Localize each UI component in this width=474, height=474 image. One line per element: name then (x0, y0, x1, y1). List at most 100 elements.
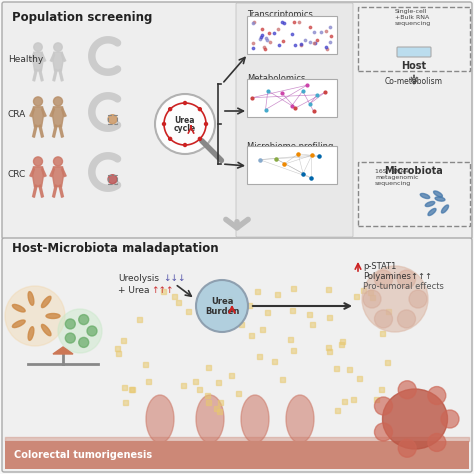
Bar (197, 387, 201, 392)
Ellipse shape (434, 191, 442, 197)
Bar (310, 322, 315, 327)
Text: Urea: Urea (175, 116, 195, 125)
FancyBboxPatch shape (236, 3, 353, 237)
Bar (206, 401, 211, 405)
Bar (161, 289, 165, 293)
Bar (334, 366, 338, 371)
Polygon shape (53, 347, 73, 354)
Text: Urea: Urea (211, 298, 233, 307)
FancyBboxPatch shape (2, 238, 472, 472)
Point (248, 94, 256, 101)
Circle shape (108, 115, 117, 124)
Polygon shape (42, 168, 46, 177)
Point (261, 44, 268, 51)
Point (249, 19, 257, 27)
Polygon shape (53, 185, 57, 197)
Bar (291, 286, 296, 291)
Bar (291, 348, 296, 353)
Ellipse shape (383, 389, 447, 449)
Circle shape (108, 175, 117, 184)
Polygon shape (50, 53, 55, 62)
Bar (351, 397, 356, 402)
Polygon shape (33, 125, 37, 137)
Point (290, 18, 298, 26)
Point (280, 161, 287, 168)
Polygon shape (42, 108, 46, 117)
Bar (237, 391, 241, 396)
Circle shape (163, 122, 165, 126)
Point (288, 30, 295, 38)
Text: Pro-tumoral effects: Pro-tumoral effects (363, 282, 444, 291)
Text: 16S rRNA+
metagenomic
sequencing: 16S rRNA+ metagenomic sequencing (375, 169, 419, 186)
Polygon shape (59, 69, 63, 81)
Text: CRA: CRA (8, 109, 26, 118)
Circle shape (374, 270, 392, 288)
Circle shape (363, 290, 381, 308)
Bar (385, 360, 390, 365)
Point (323, 45, 331, 53)
Point (327, 32, 335, 40)
Bar (379, 387, 384, 392)
Circle shape (441, 410, 459, 428)
Bar (108, 175, 117, 184)
Circle shape (54, 157, 63, 166)
FancyArrowPatch shape (226, 219, 248, 228)
FancyBboxPatch shape (247, 16, 337, 54)
Point (310, 108, 318, 115)
Text: Microbiome profiling: Microbiome profiling (247, 142, 333, 151)
Bar (256, 354, 262, 359)
Point (297, 41, 305, 49)
Bar (239, 322, 245, 327)
Bar (206, 365, 211, 370)
Bar (249, 333, 255, 338)
Bar (339, 342, 344, 346)
Text: Ureolysis: Ureolysis (118, 274, 159, 283)
Circle shape (79, 315, 89, 325)
Point (256, 35, 264, 42)
Ellipse shape (428, 209, 436, 216)
Point (313, 91, 321, 99)
Point (274, 25, 282, 32)
Circle shape (428, 433, 446, 451)
Bar (146, 379, 151, 384)
Point (279, 37, 287, 45)
Point (272, 155, 280, 163)
Bar (280, 377, 285, 382)
Bar (123, 400, 128, 405)
Point (322, 27, 330, 35)
Circle shape (398, 310, 416, 328)
Circle shape (34, 157, 43, 166)
Text: Microbiota: Microbiota (384, 166, 443, 176)
Bar (342, 399, 347, 404)
Point (313, 36, 320, 44)
Text: + Urea: + Urea (118, 286, 149, 295)
Polygon shape (33, 185, 37, 197)
Ellipse shape (286, 395, 314, 443)
Point (306, 100, 313, 108)
Point (322, 43, 329, 50)
Text: Co-metabolism: Co-metabolism (385, 76, 443, 85)
Circle shape (169, 137, 172, 140)
Text: Metabolomics: Metabolomics (247, 74, 305, 83)
Polygon shape (62, 168, 66, 177)
Circle shape (34, 97, 43, 106)
Ellipse shape (196, 395, 224, 443)
Polygon shape (39, 69, 43, 81)
Ellipse shape (28, 292, 34, 305)
Point (258, 25, 265, 33)
Bar (218, 401, 223, 405)
Bar (260, 327, 265, 332)
Bar (273, 359, 277, 364)
Bar (130, 387, 135, 392)
Bar (217, 410, 222, 414)
Point (326, 39, 334, 46)
Bar (137, 317, 142, 322)
Bar (386, 309, 391, 314)
Bar (347, 367, 352, 372)
Bar (255, 289, 260, 294)
Bar (176, 301, 181, 305)
Polygon shape (33, 107, 44, 127)
Bar (368, 290, 374, 295)
Point (262, 34, 270, 42)
Circle shape (169, 108, 172, 110)
